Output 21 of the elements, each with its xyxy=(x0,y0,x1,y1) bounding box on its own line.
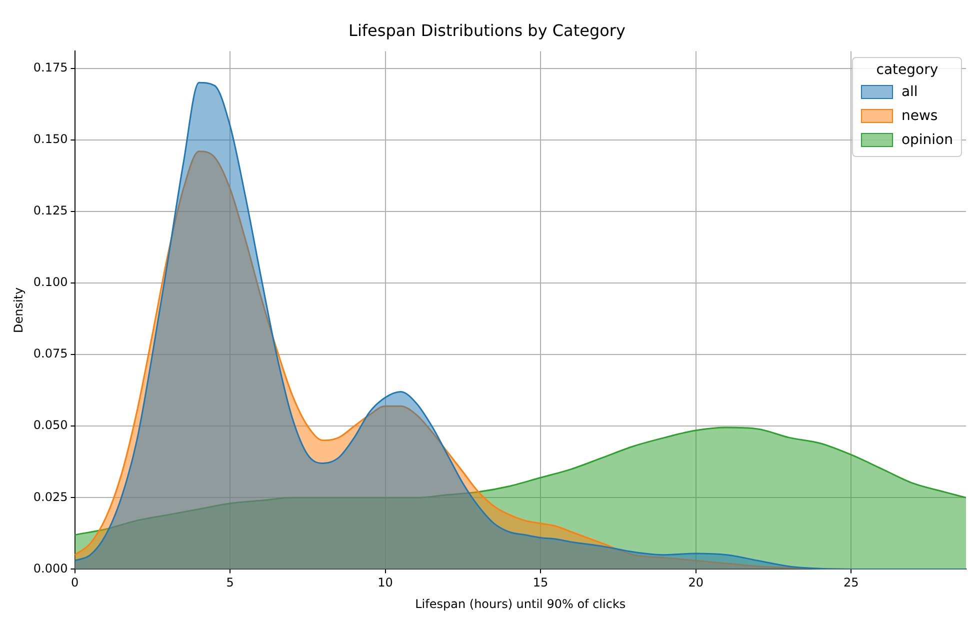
y-tick-label: 0.000 xyxy=(33,561,68,576)
y-tick-label: 0.125 xyxy=(33,204,68,218)
x-tick-label: 5 xyxy=(226,576,234,590)
chart-title: Lifespan Distributions by Category xyxy=(348,20,626,40)
y-tick-label: 0.075 xyxy=(33,346,68,361)
x-tick-label: 15 xyxy=(532,576,548,590)
y-tick-label: 0.175 xyxy=(33,60,68,74)
legend-label: opinion xyxy=(901,131,953,150)
y-tick-label: 0.150 xyxy=(33,132,68,146)
x-tick-label: 25 xyxy=(843,576,859,590)
legend-title: category xyxy=(875,62,940,78)
legend-label: all xyxy=(901,83,918,102)
y-tick-label: 0.050 xyxy=(33,418,68,432)
legend-label: news xyxy=(901,107,938,126)
x-axis-title: Lifespan (hours) until 90% of clicks xyxy=(415,596,626,611)
x-tick-label: 10 xyxy=(378,576,393,590)
y-tick-label: 0.025 xyxy=(33,490,68,504)
y-tick-label: 0.100 xyxy=(33,275,68,290)
x-tick-label: 20 xyxy=(688,576,704,590)
x-tick-label: 0 xyxy=(70,576,79,590)
y-axis-title: Density xyxy=(11,287,26,334)
